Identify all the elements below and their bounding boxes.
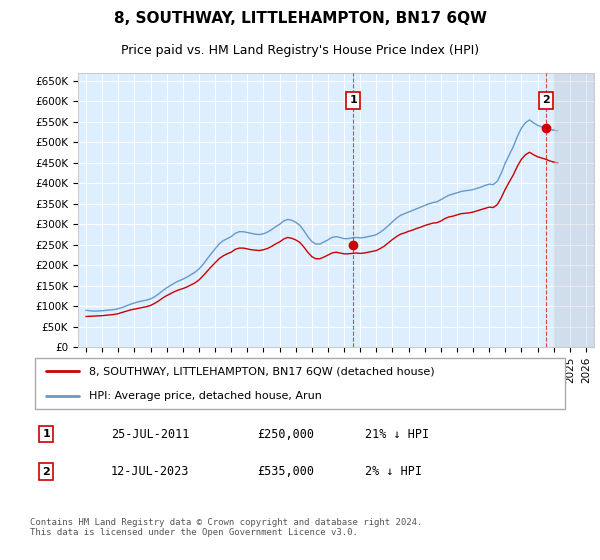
Text: 1: 1	[349, 95, 357, 105]
Text: 8, SOUTHWAY, LITTLEHAMPTON, BN17 6QW (detached house): 8, SOUTHWAY, LITTLEHAMPTON, BN17 6QW (de…	[89, 366, 435, 376]
Text: HPI: Average price, detached house, Arun: HPI: Average price, detached house, Arun	[89, 391, 322, 401]
Text: 12-JUL-2023: 12-JUL-2023	[111, 465, 190, 478]
Text: 8, SOUTHWAY, LITTLEHAMPTON, BN17 6QW: 8, SOUTHWAY, LITTLEHAMPTON, BN17 6QW	[113, 11, 487, 26]
Text: 2% ↓ HPI: 2% ↓ HPI	[365, 465, 422, 478]
Text: 1: 1	[43, 429, 50, 439]
Text: £535,000: £535,000	[257, 465, 314, 478]
Text: £250,000: £250,000	[257, 427, 314, 441]
Text: 25-JUL-2011: 25-JUL-2011	[111, 427, 190, 441]
Bar	[554, 73, 594, 347]
Text: 2: 2	[43, 466, 50, 477]
Text: 21% ↓ HPI: 21% ↓ HPI	[365, 427, 429, 441]
FancyBboxPatch shape	[35, 358, 565, 409]
Text: Price paid vs. HM Land Registry's House Price Index (HPI): Price paid vs. HM Land Registry's House …	[121, 44, 479, 58]
Text: Contains HM Land Registry data © Crown copyright and database right 2024.
This d: Contains HM Land Registry data © Crown c…	[30, 518, 422, 538]
Text: 2: 2	[542, 95, 550, 105]
Bar	[554, 73, 594, 347]
